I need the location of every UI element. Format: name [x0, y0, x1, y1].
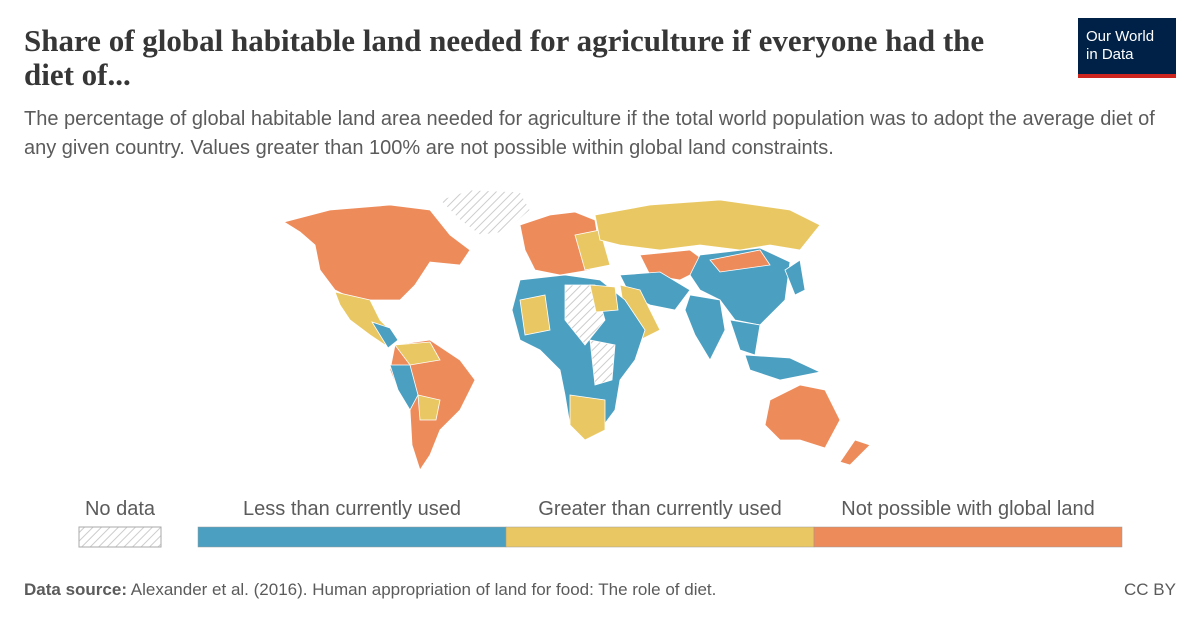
logo-line: in Data — [1086, 46, 1134, 63]
legend-label: Greater than currently used — [538, 498, 781, 520]
japan-korea — [784, 259, 806, 296]
venezuela-colombia — [394, 341, 441, 366]
australia — [764, 384, 841, 449]
west-africa — [519, 294, 551, 336]
central-america — [371, 321, 399, 349]
greenland — [439, 189, 531, 236]
legend-label: No data — [85, 498, 156, 520]
southern-africa — [569, 394, 606, 441]
title: Share of global habitable land needed fo… — [24, 23, 985, 92]
china — [689, 247, 791, 326]
egypt — [589, 284, 619, 313]
russia — [594, 199, 821, 251]
source-label: Data source: — [24, 580, 127, 599]
legend-swatch — [78, 526, 162, 548]
peru — [389, 364, 419, 411]
footer: Data source: Alexander et al. (2016). Hu… — [24, 580, 716, 600]
legend-swatch — [505, 526, 815, 548]
indonesia — [744, 354, 822, 381]
logo[interactable]: Our World in Data — [1078, 18, 1176, 78]
source: Alexander et al. (2016). Human appropria… — [130, 580, 717, 599]
subtitle: The percentage of global habitable land … — [24, 108, 1155, 159]
north-america — [283, 204, 471, 301]
mongolia — [709, 249, 771, 273]
southeast-asia — [729, 319, 761, 356]
india — [684, 294, 726, 361]
bolivia-paraguay — [417, 394, 441, 421]
new-zealand — [839, 439, 871, 466]
central-africa — [589, 339, 616, 386]
legend-swatch — [813, 526, 1123, 548]
countries — [283, 189, 871, 471]
logo-line: Our World — [1086, 28, 1155, 45]
legend-swatch — [197, 526, 507, 548]
legend-label: Less than currently used — [243, 498, 461, 520]
license[interactable]: CC BY — [1124, 580, 1176, 599]
legend-label: Not possible with global land — [841, 498, 1095, 520]
legend: No data Less than currently used Greater … — [78, 498, 1123, 548]
